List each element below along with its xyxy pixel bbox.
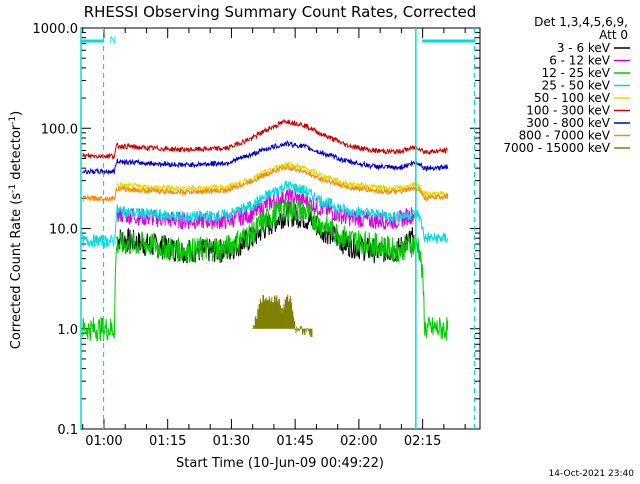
y-axis-label-part2: detector [9, 124, 24, 184]
legend-header-detectors: Det 1,3,4,5,6,9, [534, 15, 628, 29]
legend-item-label: 50 - 100 keV [534, 91, 611, 105]
chart-title: RHESSI Observing Summary Count Rates, Co… [84, 3, 477, 21]
markers-layer: N [80, 28, 476, 429]
series-line-2 [82, 196, 449, 342]
legend-item-label: 3 - 6 keV [557, 41, 611, 55]
x-axis-label: Start Time (10-Jun-09 00:49:22) [176, 456, 384, 471]
legend-item-label: 7000 - 15000 keV [503, 141, 610, 155]
plot-border [80, 27, 481, 430]
plot-frame [80, 27, 481, 430]
series-line-6 [82, 139, 449, 176]
y-axis-label-part3: ) [9, 111, 24, 116]
legend-header-attenuator: Att 0 [599, 28, 628, 42]
x-tick-label: 01:15 [149, 434, 186, 449]
x-tick-label: 01:00 [85, 434, 122, 449]
x-axis-ticks: 01:00 01:15 01:30 01:45 02:00 02:15 [82, 28, 466, 449]
y-tick-label: 1000.0 [33, 22, 79, 37]
series-line-5 [82, 118, 449, 160]
y-tick-label: 0.1 [57, 423, 78, 438]
legend-item-label: 100 - 300 keV [526, 104, 610, 118]
y-axis-label-sup2: -1 [8, 116, 18, 125]
series-line-0 [116, 201, 415, 264]
y-tick-label: 10.0 [49, 223, 78, 238]
y-axis-label-part1: Corrected Count Rate (s [9, 193, 24, 350]
series-7000-15000kev [252, 294, 313, 338]
y-axis-label-sup1: -1 [8, 184, 18, 193]
legend-item-label: 800 - 7000 keV [519, 129, 611, 143]
x-tick-label: 02:00 [340, 434, 377, 449]
x-tick-label: 02:15 [404, 434, 441, 449]
legend-item-label: 300 - 800 keV [526, 116, 610, 130]
y-tick-label: 1.0 [57, 323, 78, 338]
series-line-4 [116, 161, 449, 199]
legend-item-label: 12 - 25 keV [542, 66, 611, 80]
series-layer [82, 118, 449, 342]
y-axis-label: Corrected Count Rate (s-1 detector-1) [8, 111, 24, 349]
x-tick-label: 01:45 [276, 434, 313, 449]
y-axis-ticks: 1000.0 100.0 10.0 1.0 0.1 [33, 22, 480, 438]
night-marker-label: N [110, 36, 117, 46]
legend-item-label: 25 - 50 keV [542, 79, 611, 93]
x-tick-label: 01:30 [213, 434, 250, 449]
y-tick-label: 100.0 [41, 122, 78, 137]
footer-date: 14-Oct-2021 23:40 [549, 469, 635, 479]
series-line-3 [82, 180, 449, 249]
series-line-7 [82, 164, 449, 203]
legend-item-label: 6 - 12 keV [549, 54, 611, 68]
